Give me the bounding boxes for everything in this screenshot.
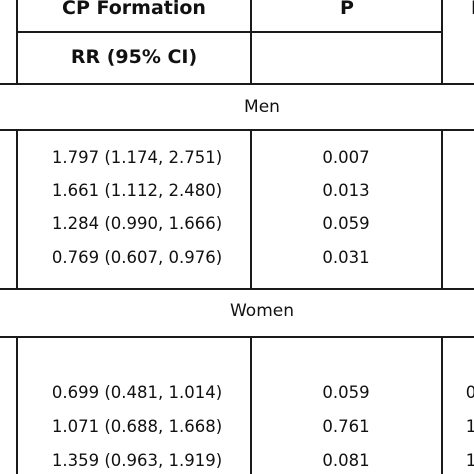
rule-col-left bbox=[16, 0, 18, 84]
rule-col-left bbox=[16, 129, 18, 289]
table-cell-rr: 1.284 (0.990, 1.666) bbox=[51, 214, 223, 233]
header-cp-formation: CP Formation bbox=[62, 0, 206, 19]
table-cell-p: 0.031 bbox=[322, 248, 370, 267]
rule-col-right bbox=[441, 129, 443, 289]
table-cell-p: 0.013 bbox=[322, 181, 370, 200]
rule-col-right bbox=[441, 0, 443, 84]
table-cell-p: 0.059 bbox=[322, 214, 370, 233]
table-cell-rr: 0.699 (0.481, 1.014) bbox=[51, 383, 223, 402]
section-label-men: Men bbox=[244, 97, 280, 117]
header-p-partial: P bbox=[471, 0, 474, 19]
rule-men-top bbox=[0, 129, 474, 131]
table-cell-p: 0.007 bbox=[322, 148, 370, 167]
header-p: P bbox=[340, 0, 354, 19]
table-cell-edge: 1 bbox=[465, 417, 474, 436]
section-label-women: Women bbox=[229, 301, 295, 321]
header-rr-95ci: RR (95% CI) bbox=[70, 46, 198, 68]
table-cell-rr: 1.071 (0.688, 1.668) bbox=[51, 417, 223, 436]
table-cell-rr: 1.359 (0.963, 1.919) bbox=[51, 451, 223, 470]
rule-women-top bbox=[0, 336, 474, 338]
rule-header-bottom bbox=[0, 83, 474, 85]
table-cell-p: 0.059 bbox=[322, 383, 370, 402]
table-cell-rr: 0.769 (0.607, 0.976) bbox=[51, 248, 223, 267]
rule-col-mid bbox=[250, 336, 252, 474]
rule-header-mid bbox=[16, 31, 442, 33]
table-cell-edge: 1 bbox=[465, 451, 474, 470]
table-cell-p: 0.081 bbox=[322, 451, 370, 470]
rule-col-mid bbox=[250, 129, 252, 289]
table-cell-rr: 1.797 (1.174, 2.751) bbox=[51, 148, 223, 167]
rule-men-bottom bbox=[0, 288, 474, 290]
table-cell-rr: 1.661 (1.112, 2.480) bbox=[51, 181, 223, 200]
table-cell-p: 0.761 bbox=[322, 417, 370, 436]
table-cell-edge: 0 bbox=[465, 383, 474, 402]
rule-col-left bbox=[16, 336, 18, 474]
rule-col-right bbox=[441, 336, 443, 474]
rule-col-mid bbox=[250, 0, 252, 84]
